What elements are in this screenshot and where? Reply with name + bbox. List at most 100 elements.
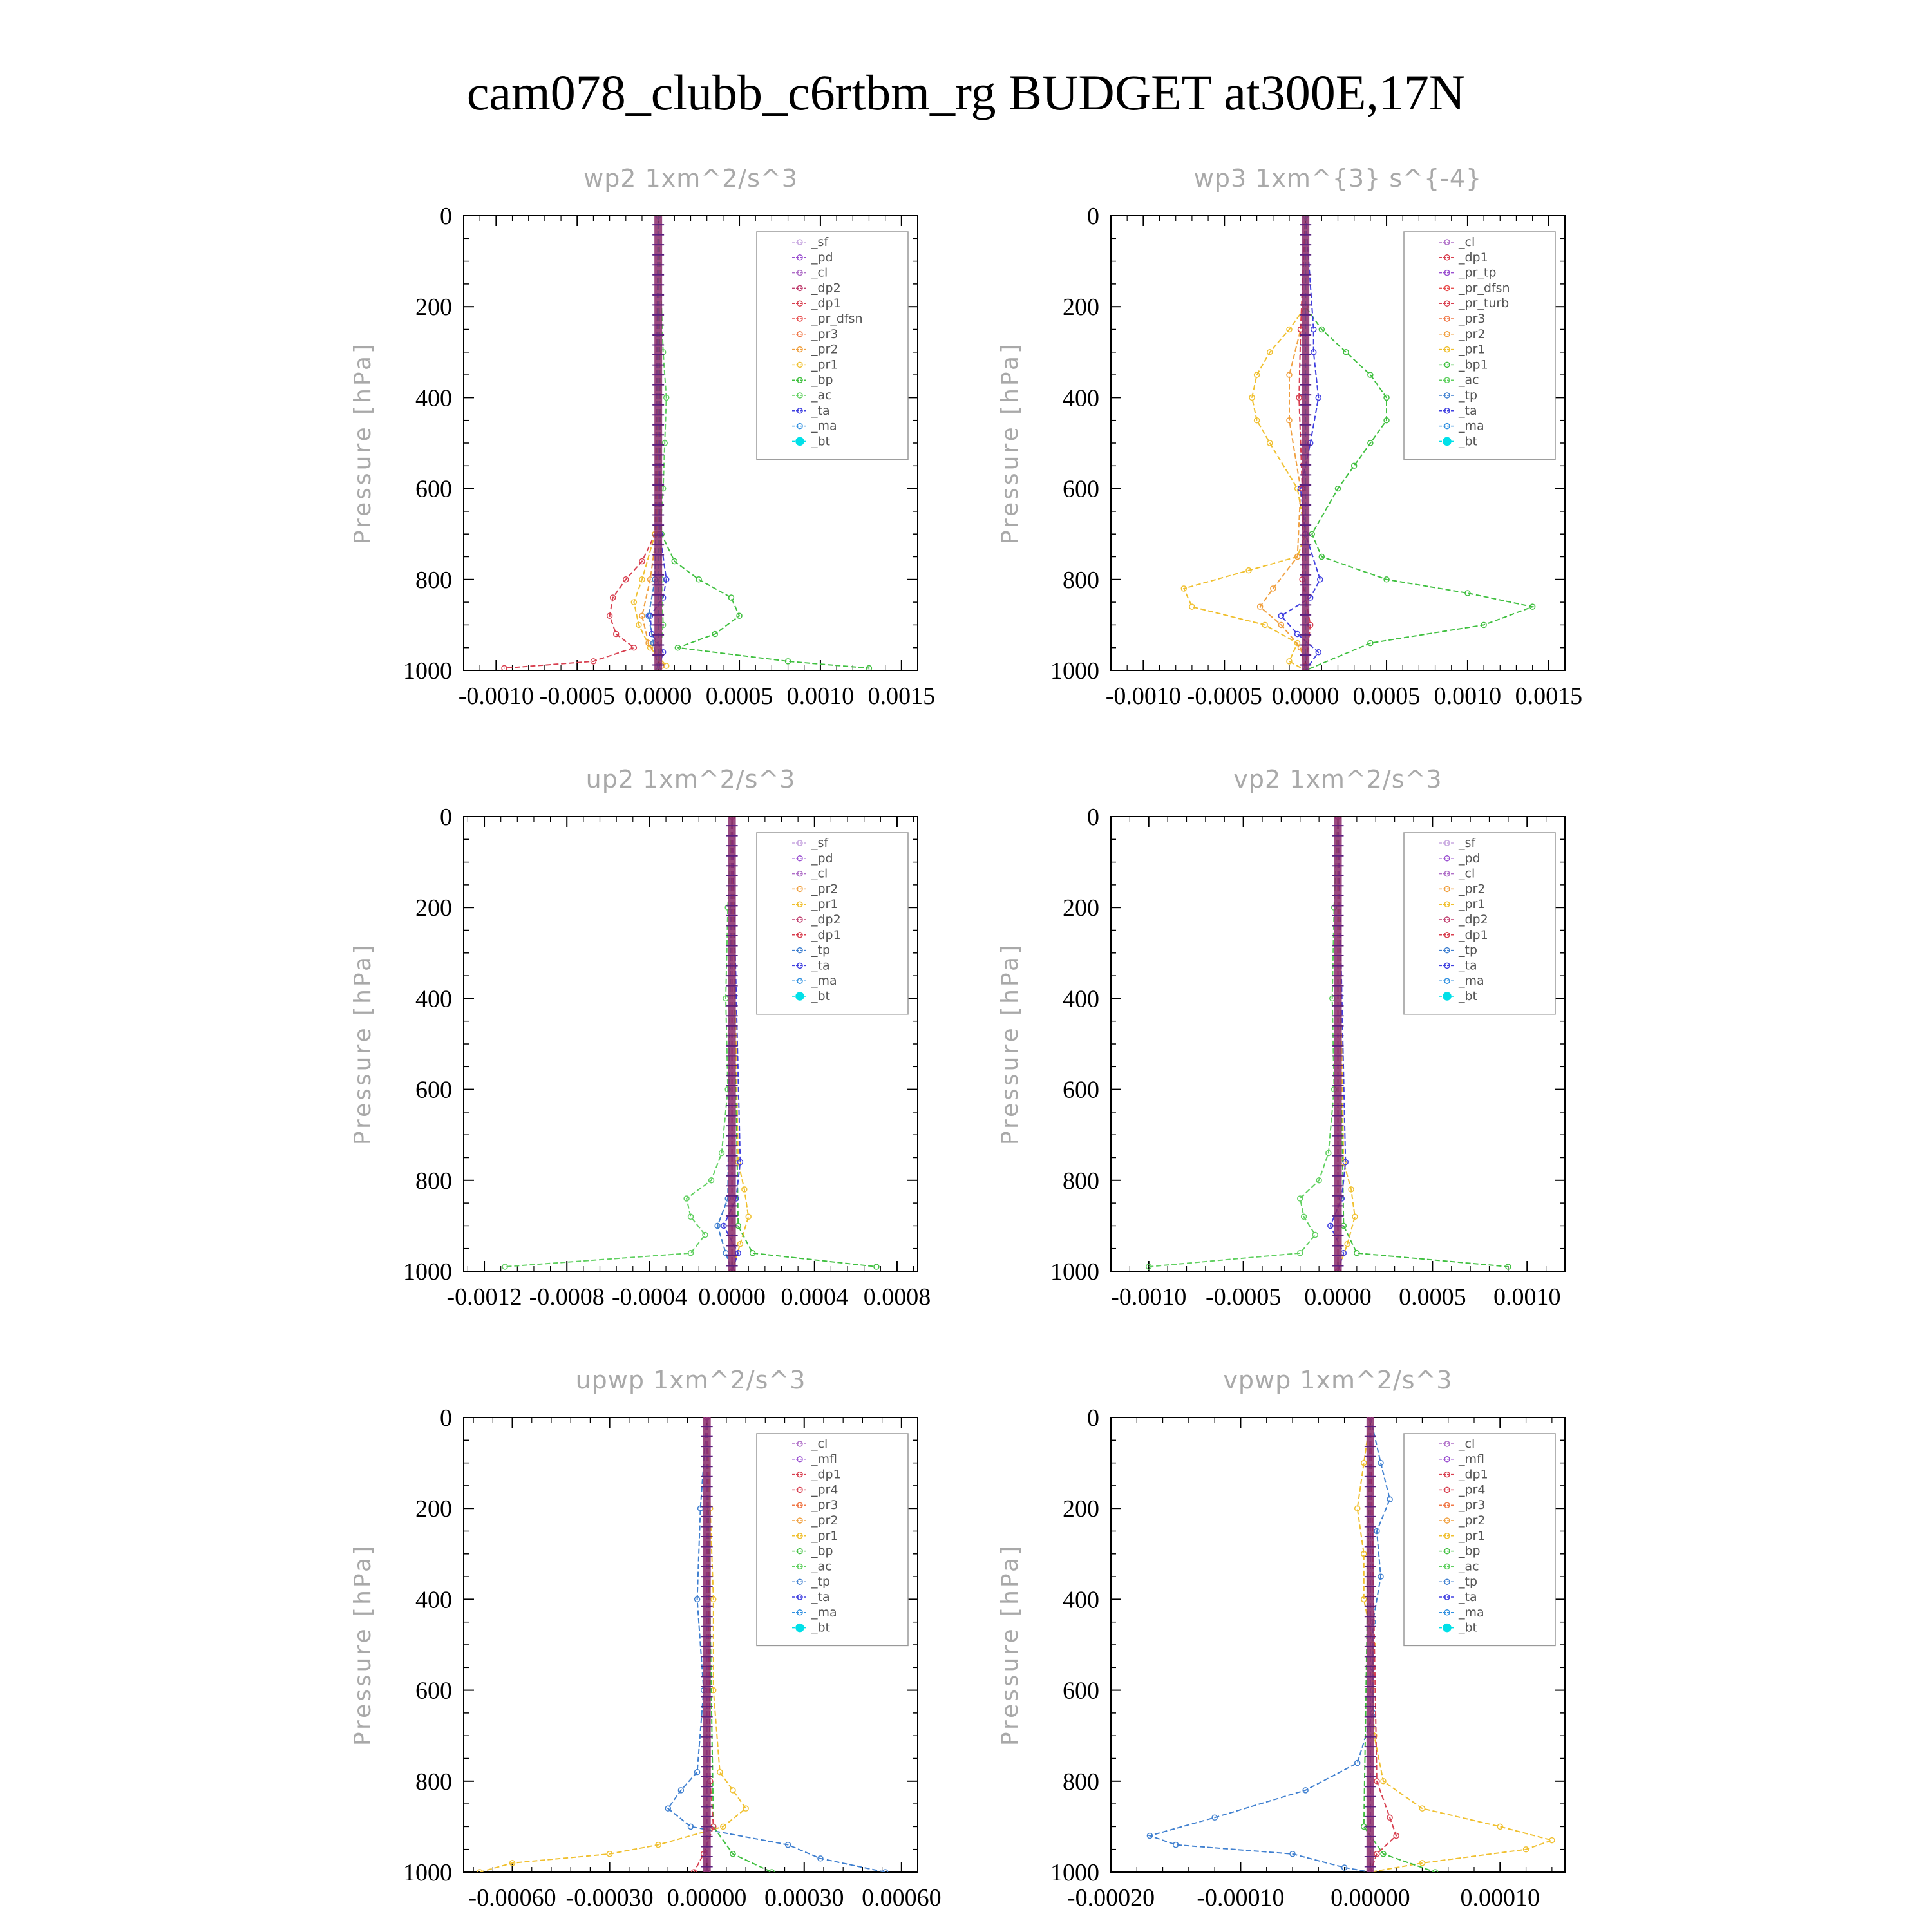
legend-marker: [1444, 361, 1450, 368]
legend-label: _pr1: [811, 1529, 838, 1543]
y-tick-label: 800: [415, 567, 452, 594]
series-point: [882, 1869, 889, 1872]
y-tick-label: 800: [1063, 567, 1099, 594]
y-tick-label: 200: [1063, 1495, 1099, 1522]
legend-label: _pr3: [1458, 312, 1485, 326]
series-point: [690, 1869, 697, 1872]
series-point: [1286, 417, 1293, 424]
series-point: [1286, 658, 1293, 665]
series-point: [636, 621, 642, 629]
legend-marker: [797, 916, 803, 923]
series-point: [1312, 1231, 1318, 1238]
legend-label: _ac: [811, 388, 832, 402]
series-point: [1146, 1832, 1153, 1839]
series-point: [677, 1787, 685, 1794]
legend-label: _pr2: [811, 882, 838, 896]
x-tick-label: 0.0005: [1353, 683, 1421, 710]
legend-marker: [1444, 886, 1450, 893]
x-tick-label: 0.00030: [764, 1884, 844, 1911]
y-tick-label: 400: [1063, 384, 1099, 412]
legend-marker: [797, 346, 803, 353]
legend-marker: [797, 1563, 803, 1570]
legend-label: _ma: [811, 974, 837, 988]
series-point: [708, 1177, 715, 1184]
y-tick-label: 0: [440, 804, 452, 831]
panel-title: wp3 1xm^{3} s^{-4}: [1194, 164, 1482, 193]
x-tick-label: 0.0008: [864, 1283, 931, 1311]
zero-band: [654, 216, 663, 670]
series-point: [674, 644, 681, 651]
panel-title: up2 1xm^2/s^3: [586, 765, 796, 793]
series-point: [866, 665, 873, 670]
series-point: [1361, 1596, 1367, 1603]
x-tick-label: -0.0012: [446, 1283, 522, 1311]
series-line-bp1: [1305, 216, 1535, 670]
chart-panel-1: wp2 1xm^2/s^3 Pressure [hPa] 0 200 400 600 800…: [350, 164, 935, 710]
series-point: [745, 1213, 752, 1220]
series-point: [663, 394, 670, 401]
series-point: [717, 1768, 723, 1776]
series-point: [1549, 1837, 1555, 1844]
legend-marker: [795, 437, 804, 446]
series-point: [718, 1150, 725, 1157]
legend-marker: [1443, 1623, 1452, 1633]
series-point: [687, 1213, 694, 1220]
series-point: [1393, 1832, 1399, 1839]
series-point: [1315, 394, 1322, 401]
legend-label: _pr_turb: [1458, 296, 1509, 310]
legend-marker: [797, 886, 803, 893]
series-point: [1344, 1240, 1350, 1247]
zero-band: [1302, 216, 1310, 670]
legend-marker: [1444, 239, 1450, 245]
legend-marker: [795, 992, 804, 1001]
y-tick-label: 800: [1063, 1768, 1099, 1795]
legend-marker: [1444, 408, 1450, 414]
series-point: [1316, 1177, 1322, 1184]
legend-label: _pr2: [1458, 882, 1485, 896]
legend-label: _sf: [811, 836, 829, 850]
series-point: [712, 630, 719, 638]
series-point: [784, 658, 791, 665]
legend-marker: [797, 1517, 803, 1524]
series-point: [696, 576, 702, 583]
series-point: [728, 594, 735, 601]
legend-marker: [1444, 285, 1450, 292]
legend-label: _ma: [1458, 1605, 1484, 1620]
y-tick-label: 800: [415, 1168, 452, 1195]
series-line-pr2: [1259, 216, 1307, 670]
zero-band: [1366, 1417, 1374, 1872]
x-tick-label: 0.0005: [706, 683, 773, 710]
series-point: [730, 1851, 736, 1857]
legend-label: _ta: [811, 404, 830, 418]
series-point: [1249, 394, 1255, 401]
series-point: [639, 558, 645, 565]
series-point: [1522, 1846, 1530, 1853]
series-group: [501, 216, 873, 670]
x-tick-label: 0.0005: [1399, 1283, 1466, 1311]
x-tick-label: -0.0005: [1187, 683, 1262, 710]
legend-label: _pr1: [811, 357, 838, 372]
zero-band: [703, 1417, 711, 1872]
legend-marker: [1444, 377, 1450, 383]
legend-box: [1403, 231, 1556, 460]
legend-marker: [1444, 331, 1450, 337]
legend-label: _dp1: [811, 1468, 841, 1482]
legend-label: _tp: [1458, 943, 1477, 958]
y-tick-label: 200: [1063, 294, 1099, 321]
legend-marker: [1444, 901, 1450, 907]
legend-label: _pr_tp: [1458, 266, 1496, 280]
x-tick-label: 0.0000: [1304, 1283, 1372, 1311]
series-point: [714, 1222, 721, 1229]
panel-title: upwp 1xm^2/s^3: [576, 1366, 806, 1394]
series-point: [1334, 485, 1341, 492]
series-point: [630, 644, 638, 651]
series-point: [663, 576, 670, 583]
legend-label: _pr_dfsn: [1458, 281, 1510, 295]
series-point: [1297, 1195, 1303, 1202]
y-axis-label: Pressure [hPa]: [350, 943, 376, 1145]
legend-marker: [797, 285, 803, 292]
zero-band: [728, 817, 736, 1271]
legend-marker: [797, 932, 803, 938]
series-point: [1343, 349, 1349, 355]
series-line-tp: [717, 817, 733, 1271]
